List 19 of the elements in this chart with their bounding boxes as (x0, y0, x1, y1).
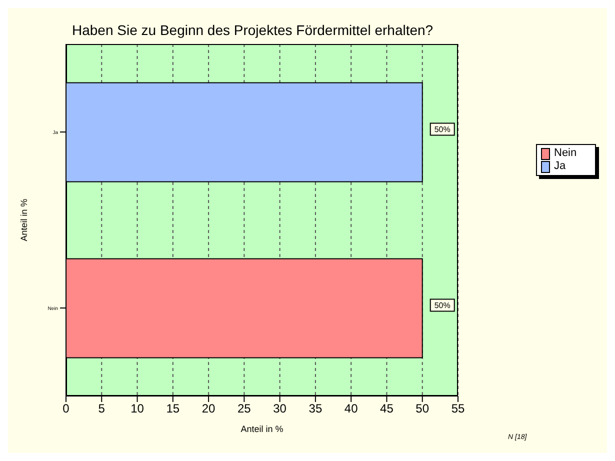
x-tick-label: 40 (344, 402, 358, 416)
x-tick-label: 30 (273, 402, 287, 416)
data-label: 50% (434, 301, 450, 310)
x-tick-label: 50 (416, 402, 430, 416)
x-tick-label: 10 (130, 402, 144, 416)
x-tick-label: 55 (451, 402, 465, 416)
legend-label: Ja (554, 160, 566, 173)
data-label: 50% (434, 125, 450, 134)
x-axis-title: Anteil in % (240, 424, 284, 434)
x-tick-label: 15 (166, 402, 180, 416)
legend-label: Nein (554, 147, 577, 160)
x-tick-label: 5 (98, 402, 106, 416)
x-tick-label: 0 (62, 402, 70, 416)
chart-title: Haben Sie zu Beginn des Projektes Fördermittel erhalten? (72, 22, 434, 38)
x-tick-label: 35 (308, 402, 322, 416)
x-tick-label: 25 (238, 402, 252, 416)
y-axis-title: Anteil in % (19, 198, 30, 242)
x-tick-label: 20 (202, 402, 216, 416)
x-tick-label: 45 (380, 402, 394, 416)
